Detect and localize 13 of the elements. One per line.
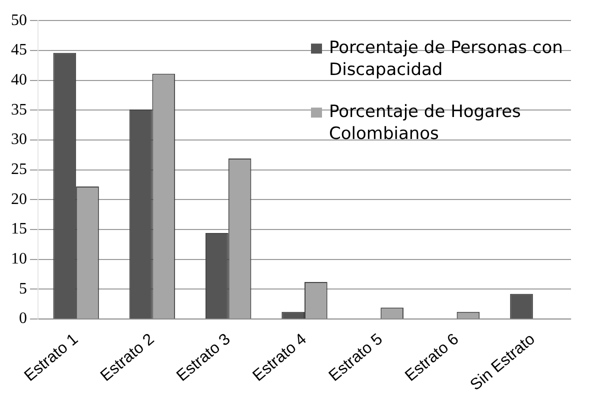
y-tick-label: 40 <box>11 71 27 88</box>
y-tick-label: 10 <box>11 250 27 268</box>
y-tick-label: 25 <box>11 161 27 178</box>
y-tick-label: 35 <box>11 101 27 118</box>
y-tick-label: 20 <box>11 190 27 208</box>
y-tick-label: 30 <box>11 131 27 148</box>
y-tick-label: 0 <box>19 310 27 328</box>
y-tick-label: 50 <box>11 12 27 29</box>
y-tick-label: 45 <box>11 42 27 59</box>
legend-label: Porcentaje de Hogares Colombianos <box>329 102 522 144</box>
y-tick-label: 5 <box>19 280 27 298</box>
legend-label: Porcentaje de Personas con Discapacidad <box>329 38 563 80</box>
y-tick-label: 15 <box>11 220 27 238</box>
